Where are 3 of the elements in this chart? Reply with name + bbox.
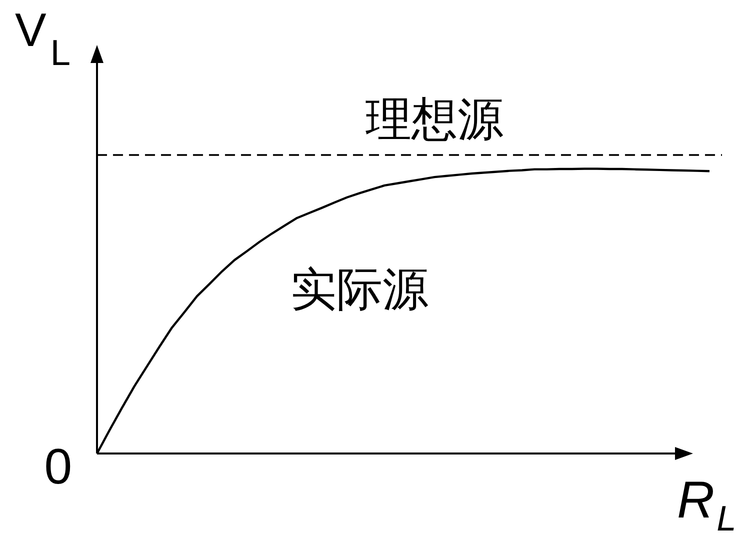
ylabel: V$_{L}$ xyxy=(15,3,70,73)
annotation: 0 xyxy=(44,438,72,494)
xlabel: R$_{L}$ xyxy=(677,472,736,536)
